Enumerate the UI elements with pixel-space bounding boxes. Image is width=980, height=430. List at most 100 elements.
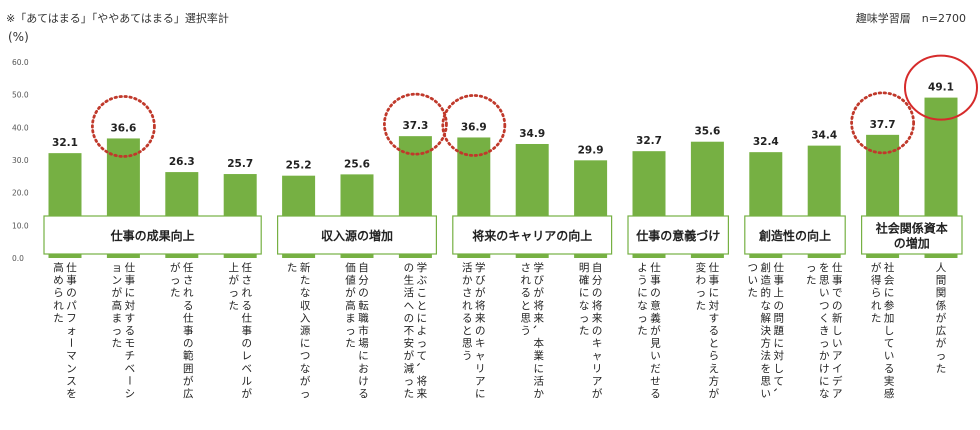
category-label-char: 分 [592, 275, 603, 287]
category-label-char: け [819, 363, 830, 375]
y-tick-label: 30.0 [12, 156, 29, 165]
category-label-char: よ [417, 325, 428, 337]
data-label: 25.7 [227, 158, 253, 170]
data-label: 36.9 [461, 121, 487, 133]
category-label-char: 加 [884, 312, 895, 324]
category-label-char: を [66, 388, 77, 400]
category-label-char: 解 [761, 311, 772, 324]
category-label-char: に [300, 338, 311, 350]
category-label-char: 会 [884, 274, 895, 287]
y-tick-label: 10.0 [12, 221, 29, 230]
category-label-char: か [533, 388, 544, 400]
category-label-char: さ [462, 287, 473, 299]
category-label-char: が [936, 311, 947, 324]
category-label-char: 広 [183, 387, 194, 400]
category-group-label: 仕事の意義づけ [635, 228, 720, 243]
category-label-char: を [761, 363, 772, 375]
category-label-char: 広 [936, 324, 947, 337]
category-label-char: た [287, 262, 298, 274]
category-label-char: す [125, 312, 136, 324]
category-label-char: 来 [533, 312, 544, 324]
category-label-char: っ [300, 388, 311, 400]
category-label-char: っ [404, 375, 415, 387]
category-label-char: の [404, 312, 415, 324]
category-label-char: が [404, 349, 415, 362]
category-label-char: が [170, 261, 181, 274]
category-label-char: の [475, 325, 486, 337]
category-label-char: ャ [592, 350, 603, 362]
category-label-char: 法 [761, 349, 772, 362]
category-label-char: の [650, 287, 661, 299]
data-label: 35.6 [694, 126, 720, 138]
category-label-char: っ [170, 275, 181, 287]
category-label-char: た [112, 338, 123, 350]
category-label-char: が [592, 387, 603, 400]
category-label-char: 学 [417, 261, 428, 274]
category-label-char: る [520, 287, 531, 299]
category-label-char: つ [300, 350, 311, 362]
category-label-char: る [462, 312, 473, 324]
category-label-char: れ [183, 287, 194, 299]
category-label-char: に [533, 363, 544, 375]
category-label-char: 社 [884, 261, 895, 274]
category-group-label: 創造性の向上 [758, 228, 831, 243]
category-label-char: イ [832, 363, 843, 375]
category-group-label: 将来のキャリアの向上 [472, 228, 592, 243]
category-label-char: っ [936, 350, 947, 362]
category-label-char: し [884, 325, 895, 337]
category-label-char: た [300, 275, 311, 287]
category-label-char: ス [66, 375, 77, 387]
category-label-char: 思 [462, 338, 473, 350]
data-label: 32.1 [52, 137, 78, 149]
category-label-char: か [462, 275, 473, 287]
category-group-label: 社会関係資本 [875, 221, 948, 236]
category-label-char: の [358, 287, 369, 299]
category-label-char: た [345, 338, 356, 350]
category-label-char: が [936, 337, 947, 350]
category-label-char: 生 [404, 274, 415, 287]
data-label: 37.7 [870, 119, 896, 131]
category-label-char: た [871, 312, 882, 324]
category-label-char: た [936, 363, 947, 375]
category-label-char: の [66, 287, 77, 299]
category-label-char: 決 [761, 325, 772, 337]
category-label-char: い [832, 338, 843, 350]
category-label-char: え [709, 363, 720, 375]
category-label-char: 安 [404, 337, 415, 350]
category-label-char: 変 [696, 261, 707, 274]
category-label-char: た [170, 287, 181, 299]
category-label-char: の [241, 338, 252, 350]
category-label-char: 義 [650, 311, 661, 324]
category-label-char: い [761, 388, 772, 400]
category-group-box [744, 215, 846, 255]
category-label-char: の [592, 287, 603, 299]
category-group-box [43, 215, 262, 255]
data-label: 34.4 [811, 130, 837, 142]
category-label-char: っ [696, 287, 707, 299]
category-label-char: シ [125, 388, 136, 400]
category-label-char: こ [417, 287, 428, 299]
category-label-char: が [345, 286, 356, 299]
category-label-char: パ [66, 300, 77, 312]
category-label-char: 高 [345, 299, 356, 312]
category-label-char: マ [66, 350, 77, 362]
category-label-char: に [884, 287, 895, 299]
category-label-char: っ [637, 312, 648, 324]
category-label-char: さ [520, 262, 531, 274]
data-label: 37.3 [402, 120, 428, 132]
data-label: 25.2 [286, 160, 312, 172]
category-label-char: 見 [650, 338, 661, 350]
category-label-char: 来 [592, 312, 603, 324]
category-label-char: と [462, 325, 473, 337]
category-label-char: 価 [345, 261, 356, 274]
category-label-char: 活 [404, 287, 415, 299]
category-label-char: ま [112, 312, 123, 324]
category-label-char: 方 [761, 337, 772, 350]
category-label-char: た [579, 325, 590, 337]
category-label-char: 、 [415, 363, 427, 374]
category-label-char: と [417, 300, 428, 312]
data-label: 25.6 [344, 158, 370, 170]
category-label-char: 事 [774, 274, 785, 287]
category-label-char: せ [650, 375, 661, 387]
category-label-char: 入 [300, 312, 311, 324]
